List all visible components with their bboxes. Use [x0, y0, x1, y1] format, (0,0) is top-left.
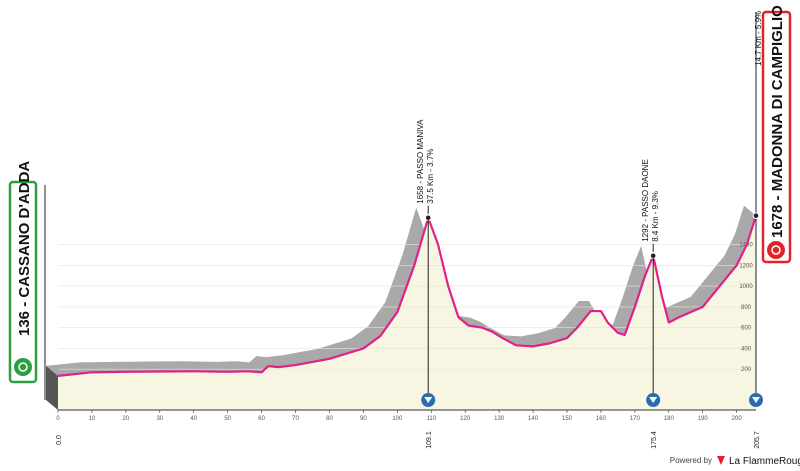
footer-brand: La FlammeRouge — [729, 456, 800, 467]
x-tick-label: 80 — [326, 416, 333, 422]
y-tick-label: 600 — [741, 326, 752, 332]
x-tick-label: 110 — [426, 416, 436, 422]
finish-label: 1678 - MADONNA DI CAMPIGLIO — [769, 5, 786, 238]
km-marker-label: 109.1 — [426, 431, 433, 449]
climb-detail: 8.4 Km - 9.3% — [651, 191, 660, 242]
x-tick-label: 130 — [494, 416, 505, 422]
x-tick-label: 50 — [224, 416, 231, 422]
start-icon-dot — [18, 362, 28, 372]
y-tick-label: 1000 — [739, 284, 753, 290]
km-marker-label: 205.7 — [754, 431, 761, 449]
x-tick-label: 170 — [630, 416, 641, 422]
x-tick-label: 40 — [190, 416, 197, 422]
x-tick-label: 150 — [562, 416, 573, 422]
profile-shade — [46, 205, 756, 376]
x-tick-label: 160 — [596, 416, 607, 422]
finish-icon — [767, 241, 785, 259]
x-tick-label: 0 — [56, 416, 60, 422]
climb-label: 1658 - PASSO MANIVA — [416, 119, 425, 204]
x-tick-label: 10 — [89, 416, 96, 422]
km-marker-label: 175.4 — [651, 431, 658, 449]
marker-icon-arrow — [752, 397, 760, 403]
climb-label: 1292 - PASSO DAONE — [641, 159, 650, 242]
km-marker-label: 0.0 — [56, 435, 63, 445]
finish-box — [761, 10, 792, 264]
x-tick-label: 120 — [460, 416, 471, 422]
x-tick-label: 190 — [698, 416, 709, 422]
x-tick-label: 30 — [156, 416, 163, 422]
x-tick-label: 20 — [123, 416, 130, 422]
finish-point — [752, 212, 760, 219]
climb-detail: 37.5 Km - 3.7% — [426, 149, 435, 204]
profile-line — [57, 215, 758, 377]
marker-icon-arrow — [649, 397, 658, 403]
x-tick-label: 140 — [528, 416, 539, 422]
x-tick-label: 200 — [732, 416, 743, 422]
profile-side — [46, 365, 58, 410]
x-tick-label: 70 — [292, 416, 299, 422]
x-tick-label: 100 — [392, 416, 403, 422]
marker-icon-arrow — [424, 397, 433, 403]
start-box — [8, 180, 38, 384]
y-tick-label: 800 — [741, 305, 752, 311]
y-tick-label: 1200 — [739, 263, 753, 269]
logo — [717, 456, 725, 465]
y-tick-label: 200 — [741, 367, 752, 373]
x-tick-label: 90 — [360, 416, 367, 422]
finish-detail: 14.7 Km - 5.9% — [754, 11, 763, 66]
start-icon — [14, 358, 32, 376]
x-tick-label: 60 — [258, 416, 265, 422]
start-label: 136 - CASSANO D'ADDA — [16, 161, 33, 336]
finish-icon-dot — [771, 245, 781, 255]
y-tick-label: 400 — [741, 346, 752, 352]
x-tick-label: 180 — [664, 416, 675, 422]
profile-area — [58, 215, 756, 410]
footer-prefix: Powered by — [670, 456, 712, 465]
